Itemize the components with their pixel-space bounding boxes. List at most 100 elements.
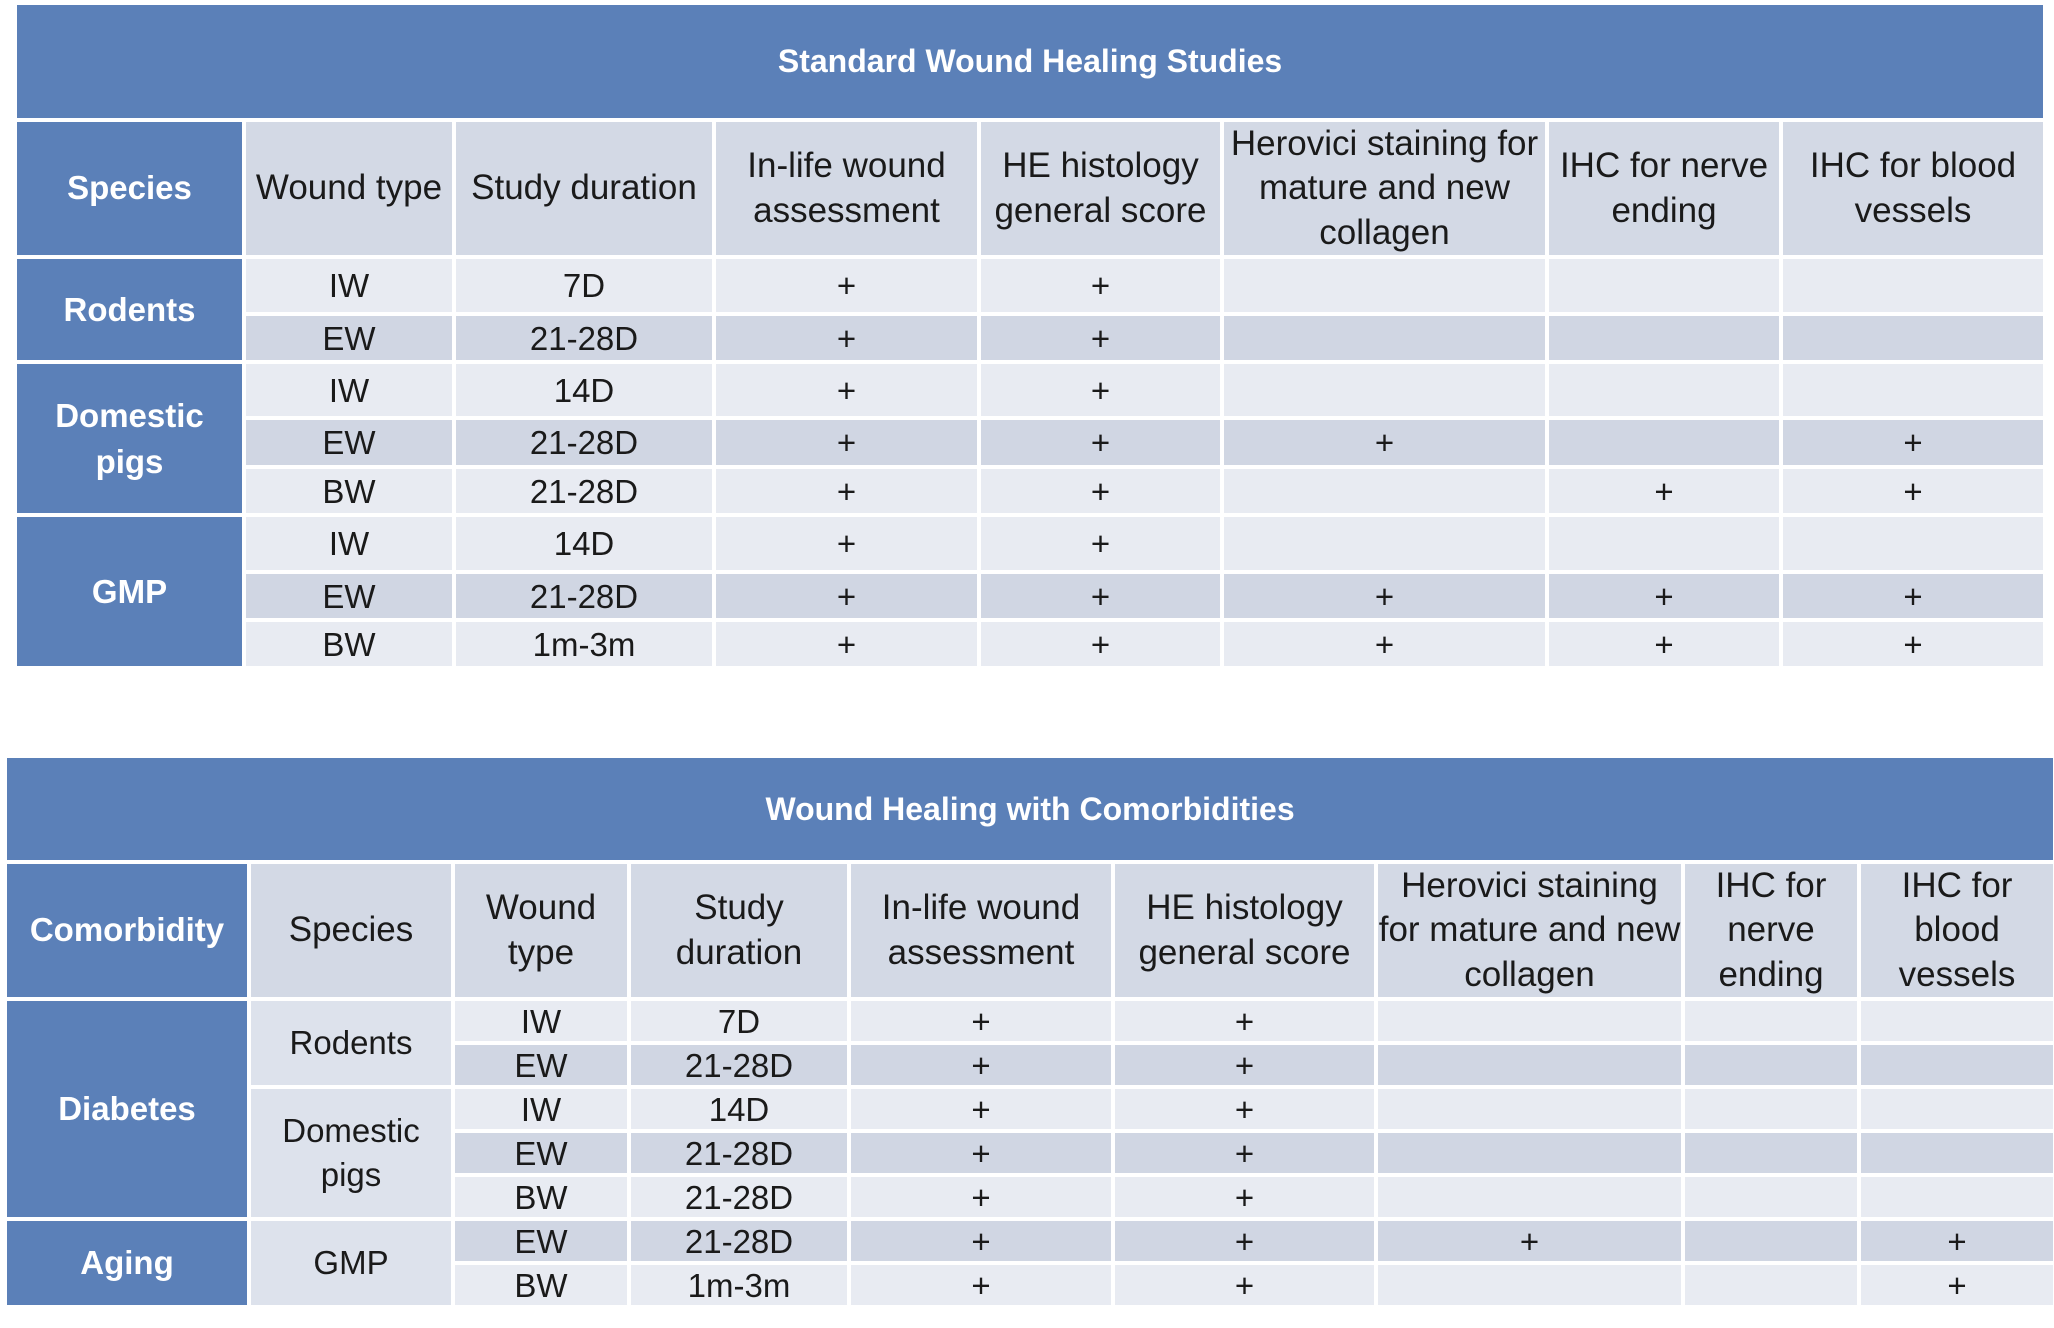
species-cell: GMP	[17, 517, 242, 667]
study-duration-cell: 14D	[631, 1089, 847, 1130]
table-title: Standard Wound Healing Studies	[17, 5, 2044, 118]
mark-cell: +	[716, 259, 977, 313]
table-row: EW 21-28D + +	[7, 1045, 2054, 1086]
mark-cell	[1861, 1001, 2054, 1042]
col-header-herovici: Herovici staining for mature and new col…	[1224, 122, 1545, 256]
mark-cell	[1378, 1089, 1681, 1130]
mark-cell: +	[1861, 1265, 2054, 1306]
table-row: GMP IW 14D + +	[17, 517, 2044, 667]
col-header-ihc-vessels: IHC for blood vessels	[1783, 122, 2044, 256]
table-row: EW 21-28D + +	[17, 316, 2044, 361]
mark-cell: +	[716, 469, 977, 514]
mark-cell	[1224, 469, 1545, 514]
study-duration-cell: 21-28D	[456, 420, 712, 466]
mark-cell	[1685, 1045, 1857, 1086]
mark-cell	[1861, 1045, 2054, 1086]
col-header-wound-type: Wound type	[455, 864, 627, 998]
mark-cell	[1685, 1089, 1857, 1130]
wound-type-cell: BW	[246, 622, 452, 667]
mark-cell: +	[1115, 1045, 1374, 1086]
study-duration-cell: 14D	[456, 517, 712, 571]
mark-cell	[1685, 1221, 1857, 1262]
species-cell: Rodents	[17, 259, 242, 361]
mark-cell: +	[1783, 420, 2044, 466]
study-duration-cell: 7D	[631, 1001, 847, 1042]
col-header-species: Species	[17, 122, 242, 256]
mark-cell	[1783, 517, 2044, 571]
col-header-ihc-nerve: IHC for nerve ending	[1685, 864, 1857, 998]
table-row: BW 21-28D + + + +	[17, 469, 2044, 514]
wound-type-cell: IW	[246, 364, 452, 417]
mark-cell: +	[1549, 622, 1779, 667]
mark-cell	[1783, 364, 2044, 417]
mark-cell	[1783, 316, 2044, 361]
mark-cell: +	[851, 1089, 1111, 1130]
mark-cell: +	[1861, 1221, 2054, 1262]
mark-cell	[1224, 364, 1545, 417]
wound-type-cell: EW	[246, 420, 452, 466]
table-row: Rodents IW 7D + +	[17, 259, 2044, 361]
study-duration-cell: 21-28D	[456, 574, 712, 619]
mark-cell: +	[851, 1265, 1111, 1306]
mark-cell: +	[981, 469, 1220, 514]
comorbidity-cell: Aging	[7, 1221, 247, 1306]
wound-type-cell: EW	[455, 1045, 627, 1086]
table-row: BW 1m-3m + + + + +	[17, 622, 2044, 667]
study-duration-cell: 21-28D	[456, 469, 712, 514]
wound-type-cell: IW	[246, 259, 452, 313]
mark-cell: +	[851, 1221, 1111, 1262]
mark-cell: +	[716, 517, 977, 571]
mark-cell	[1549, 316, 1779, 361]
col-header-he-histology: HE histology general score	[981, 122, 1220, 256]
col-header-he-histology: HE histology general score	[1115, 864, 1374, 998]
wound-type-cell: EW	[246, 316, 452, 361]
mark-cell: +	[851, 1133, 1111, 1174]
wound-type-cell: BW	[455, 1265, 627, 1306]
mark-cell	[1378, 1001, 1681, 1042]
mark-cell	[1549, 259, 1779, 313]
mark-cell	[1861, 1133, 2054, 1174]
table-row: Aging GMP EW 21-28D + + + +	[7, 1221, 2054, 1306]
mark-cell	[1685, 1133, 1857, 1174]
mark-cell: +	[981, 364, 1220, 417]
wound-type-cell: IW	[246, 517, 452, 571]
mark-cell: +	[716, 316, 977, 361]
mark-cell: +	[1224, 420, 1545, 466]
mark-cell: +	[716, 574, 977, 619]
comorbidity-cell: Diabetes	[7, 1001, 247, 1218]
table-row: BW 21-28D + +	[7, 1177, 2054, 1218]
table-row: Domestic pigs IW 14D + +	[7, 1089, 2054, 1218]
header-row: Comorbidity Species Wound type Study dur…	[7, 864, 2054, 998]
mark-cell	[1378, 1045, 1681, 1086]
study-duration-cell: 21-28D	[631, 1133, 847, 1174]
mark-cell: +	[1115, 1177, 1374, 1218]
mark-cell: +	[981, 517, 1220, 571]
mark-cell	[1549, 364, 1779, 417]
mark-cell: +	[851, 1045, 1111, 1086]
header-row: Species Wound type Study duration In-lif…	[17, 122, 2044, 256]
mark-cell	[1861, 1089, 2054, 1130]
wound-type-cell: EW	[455, 1221, 627, 1262]
table-row: Domestic pigs IW 14D + +	[17, 364, 2044, 514]
mark-cell	[1685, 1001, 1857, 1042]
mark-cell: +	[1115, 1133, 1374, 1174]
wound-type-cell: BW	[455, 1177, 627, 1218]
col-header-herovici: Herovici staining for mature and new col…	[1378, 864, 1681, 998]
col-header-ihc-vessels: IHC for blood vessels	[1861, 864, 2054, 998]
col-header-in-life-assessment: In-life wound assessment	[851, 864, 1111, 998]
table-row: EW 21-28D + + + +	[17, 420, 2044, 466]
species-cell: Domestic pigs	[17, 364, 242, 514]
mark-cell: +	[1783, 469, 2044, 514]
study-duration-cell: 1m-3m	[456, 622, 712, 667]
table-row: EW 21-28D + +	[7, 1133, 2054, 1174]
table-title: Wound Healing with Comorbidities	[7, 758, 2054, 860]
mark-cell	[1549, 517, 1779, 571]
mark-cell	[1224, 517, 1545, 571]
mark-cell: +	[981, 622, 1220, 667]
mark-cell: +	[851, 1177, 1111, 1218]
mark-cell: +	[1783, 622, 2044, 667]
mark-cell: +	[1378, 1221, 1681, 1262]
wound-type-cell: BW	[246, 469, 452, 514]
mark-cell: +	[851, 1001, 1111, 1042]
comorbidities-table: Wound Healing with Comorbidities Comorbi…	[3, 754, 2054, 1309]
